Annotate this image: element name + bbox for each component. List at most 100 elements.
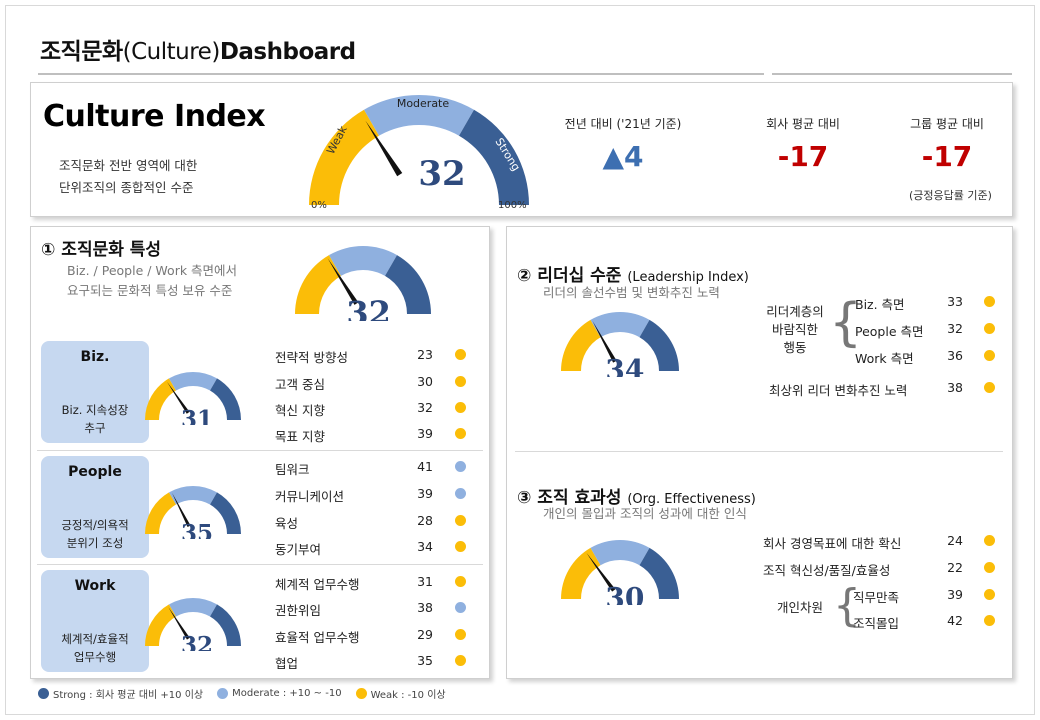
gauge-moderate-segment [329,246,397,276]
item-label: 목표 지향 [275,429,325,444]
item-label: 협업 [275,656,299,671]
status-dot [455,461,466,472]
item-label: 고객 중심 [275,377,325,392]
culture-traits-card: ① 조직문화 특성 Biz. / People / Work 측면에서 요구되는… [30,226,490,679]
effectiveness-title: ③ 조직 효과성 (Org. Effectiveness) [517,488,756,508]
item-value: 32 [417,400,433,415]
item-label: 효율적 업무수행 [275,630,360,645]
status-dot [38,688,49,699]
item-label: 회사 경영목표에 대한 확신 [763,536,902,551]
gauge-moderate-segment [169,372,217,391]
effectiveness-description: 개인의 몰입과 조직의 성과에 대한 인식 [543,506,747,521]
gauge-strong-segment [385,255,431,314]
status-dot [455,402,466,413]
culture-traits-gauge: 32 [295,246,431,321]
gauge-moderate-segment [590,540,650,566]
kpi-group-avg: 그룹 평균 대비 -17 [887,115,1007,173]
gauge-needle [167,381,190,414]
status-dot [217,688,229,699]
item-value: 35 [417,653,433,668]
gauge-moderate-segment [169,598,217,617]
gauge-strong-segment [210,604,241,646]
item-value: 29 [417,627,433,642]
gauge-needle [365,120,403,177]
dimension-box-biz: Biz. Biz. 지속성장 추구 [41,341,149,443]
item-label: 최상위 리더 변화추진 노력 [769,383,908,398]
item-value: 42 [947,613,963,628]
culture-traits-description: Biz. / People / Work 측면에서 요구되는 문화적 특성 보유… [67,263,238,298]
item-value: 36 [947,348,963,363]
dimension-divider [37,450,483,451]
gauge-weak-segment [309,109,379,205]
status-dot [455,629,466,640]
item-label: 팀워크 [275,462,310,477]
item-label: 조직몰입 [853,616,900,631]
gauge-value: 32 [346,294,391,321]
status-dot [984,350,995,361]
item-value: 22 [947,560,963,575]
item-value: 39 [417,426,433,441]
kpi-group-avg-value: -17 [921,140,973,173]
gauge-weak-segment [561,547,601,599]
kpi-company-avg-value: -17 [777,140,829,173]
leadership-group-label: 리더계층의 바람직한 행동 [766,304,824,355]
item-value: 33 [947,294,963,309]
gauge-value: 35 [181,520,213,539]
gauge-weak-segment [145,604,176,646]
status-dot [984,535,995,546]
gauge-moderate-label: Moderate [397,97,450,110]
item-label: 권한위임 [275,603,322,618]
item-value: 24 [947,533,963,548]
item-value: 34 [417,539,433,554]
gauge-moderate-segment [364,95,474,136]
status-dot [455,349,466,360]
item-label: 커뮤니케이션 [275,489,345,504]
dimension-gauge-biz: 31 [145,372,241,425]
brace-icon: { [833,580,861,631]
item-value: 30 [417,374,433,389]
gauge-weak-segment [561,319,601,371]
item-value: 38 [417,600,433,615]
status-dot [984,296,995,307]
item-label: 체계적 업무수행 [275,577,360,592]
status-dot [984,382,995,393]
status-dot [984,615,995,626]
culture-index-card: Culture Index 조직문화 전반 영역에 대한 단위조직의 종합적인 … [30,82,1013,217]
legend: Strong : 회사 평균 대비 +10 이상 Moderate : +10 … [38,686,460,701]
kpi-prev-year-value: ▲4 [602,140,644,173]
leadership-description: 리더의 솔선수범 및 변화추진 노력 [543,285,720,300]
gauge-value: 32 [418,154,465,194]
item-label: 전략적 방향성 [275,350,348,365]
gauge-strong-segment [459,109,529,205]
status-dot [984,323,995,334]
item-value: 31 [417,574,433,589]
leadership-effectiveness-card: ② 리더십 수준 (Leadership Index) 리더의 솔선수범 및 변… [506,226,1013,679]
dimension-gauge-work: 32 [145,598,241,651]
gauge-weak-segment [145,492,176,534]
status-dot [984,589,995,600]
section-divider [515,451,1003,452]
status-dot [455,376,466,387]
culture-traits-title: ① 조직문화 특성 [41,240,162,260]
status-dot [455,488,466,499]
status-dot [355,688,367,699]
gauge-value: 32 [181,632,213,651]
effectiveness-group-label: 개인차원 [776,600,823,615]
item-value: 41 [417,459,433,474]
item-value: 23 [417,347,433,362]
gauge-moderate-segment [590,312,650,338]
gauge-moderate-segment [169,486,217,505]
item-value: 38 [947,380,963,395]
culture-index-gauge: Weak Moderate Strong 32 0% 100% [309,95,529,211]
gauge-weak-segment [295,255,341,314]
status-dot [455,515,466,526]
culture-index-title: Culture Index [43,99,266,134]
title-rule [772,73,1012,75]
item-label: 조직 혁신성/품질/효율성 [763,563,891,578]
gauge-strong-segment [210,492,241,534]
dimension-box-work: Work 체계적/효율적 업무수행 [41,570,149,672]
gauge-weak-segment [145,378,176,420]
kpi-company-avg: 회사 평균 대비 -17 [743,115,863,173]
gauge-needle [172,493,191,528]
dimension-gauge-people: 35 [145,486,241,539]
